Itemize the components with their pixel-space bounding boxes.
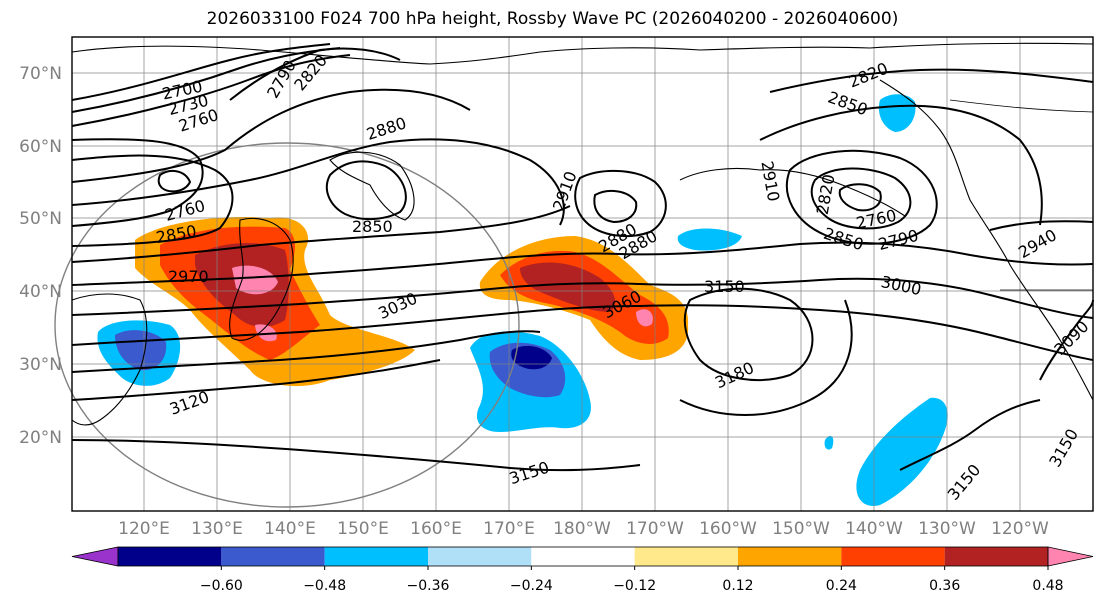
colorbar-segment xyxy=(118,547,222,566)
lon-tick-label: 120°W xyxy=(991,519,1049,539)
kamchatka-coast xyxy=(329,151,415,221)
negative-anomaly-east-pacific xyxy=(856,397,948,506)
lon-tick-label: 160°W xyxy=(699,519,757,539)
longitude-tick-labels: 120°E 130°E 140°E 150°E 160°E 170°E 180°W 170°W… xyxy=(118,519,1049,539)
negative-anomaly-subtropical-max xyxy=(511,345,552,370)
colorbar: −0.60 −0.48 −0.36 −0.24 −0.12 0.12 0.24 0.36 0.4… xyxy=(71,546,1094,594)
contour-label: 2850 xyxy=(352,217,393,236)
contour-3120 xyxy=(71,359,441,401)
contour-low-pacific-1 xyxy=(574,170,667,238)
plot-frame xyxy=(71,36,1094,512)
lon-tick-label: 120°E xyxy=(118,519,170,539)
colorbar-tick-label: −0.36 xyxy=(407,578,450,594)
height-contours xyxy=(71,43,1094,472)
contour-2940 xyxy=(989,220,1094,231)
positive-anomaly-pacific-peak xyxy=(636,309,653,327)
colorbar-tick-label: −0.48 xyxy=(303,578,346,594)
contour-3150-high xyxy=(683,287,814,381)
contour-2790-2 xyxy=(229,47,401,101)
contour-2730 xyxy=(71,47,341,113)
lat-tick-label: 70°N xyxy=(19,64,62,84)
contour-low-goa-3 xyxy=(838,183,882,212)
contour-3180 xyxy=(679,299,853,416)
lon-tick-label: 150°W xyxy=(772,519,830,539)
contour-3150-east xyxy=(899,399,1041,471)
positive-anomaly-asia-peak2 xyxy=(255,324,277,342)
coastlines xyxy=(71,42,1094,426)
contour-3090 xyxy=(71,330,541,373)
latitude-tick-labels: 70°N 60°N 50°N 40°N 30°N 20°N xyxy=(19,64,62,448)
colorbar-tick-label: 0.24 xyxy=(826,578,857,594)
colorbar-tick-label: 0.36 xyxy=(929,578,960,594)
aleutian-chain xyxy=(679,167,906,217)
colorbar-tick-label: −0.60 xyxy=(200,578,243,594)
lat-tick-label: 60°N xyxy=(19,137,62,157)
north-america-coast xyxy=(879,79,1094,401)
contour-label: 2970 xyxy=(168,267,209,286)
negative-anomaly-small xyxy=(824,435,834,450)
lon-tick-label: 150°E xyxy=(337,519,389,539)
colorbar-segment xyxy=(944,547,1048,566)
contour-3060 xyxy=(71,304,1094,361)
contour-3150-south xyxy=(71,439,641,472)
colorbar-segment xyxy=(634,547,738,566)
contour-2850-low xyxy=(325,160,407,220)
contour-2850-east xyxy=(759,104,1043,226)
lat-tick-label: 30°N xyxy=(19,355,62,375)
lon-tick-label: 160°E xyxy=(410,519,462,539)
lon-tick-label: 140°W xyxy=(845,519,903,539)
colorbar-segment xyxy=(841,547,945,566)
colorbar-extend-min xyxy=(71,546,119,567)
contour-low-goa-1 xyxy=(785,149,938,245)
lon-tick-label: 170°W xyxy=(626,519,684,539)
negative-anomaly-alaska xyxy=(878,94,916,132)
positive-anomaly-asia-peak xyxy=(232,265,278,295)
positive-anomaly-pacific-max xyxy=(520,262,616,312)
contour-label: 3150 xyxy=(704,277,745,296)
colorbar-outline xyxy=(117,546,1049,567)
contour-2700 xyxy=(71,43,331,101)
colorbar-tick-label: 0.12 xyxy=(722,578,753,594)
contour-3090-east xyxy=(1039,299,1094,381)
lon-tick-label: 140°E xyxy=(264,519,316,539)
contour-low-goa-2 xyxy=(810,167,912,230)
colorbar-segment xyxy=(324,547,428,566)
contour-3030 xyxy=(71,277,1094,319)
negative-anomaly-midpacific xyxy=(677,228,742,251)
colorbar-tick-label: −0.12 xyxy=(613,578,656,594)
colorbar-extend-max xyxy=(1047,546,1094,567)
lon-tick-label: 130°W xyxy=(918,519,976,539)
china-coast xyxy=(71,293,148,426)
lat-tick-label: 40°N xyxy=(19,282,62,302)
contour-2820-east xyxy=(769,68,1094,93)
lon-tick-label: 130°E xyxy=(191,519,243,539)
contour-2760-low xyxy=(71,138,204,227)
arctic-coast xyxy=(71,42,1094,65)
border-line-2 xyxy=(949,99,1094,113)
contour-low-pacific-2 xyxy=(593,189,638,224)
colorbar-tick-label: 0.48 xyxy=(1032,578,1063,594)
colorbar-segment xyxy=(428,547,532,566)
range-circle xyxy=(54,142,520,508)
lon-tick-label: 170°E xyxy=(483,519,535,539)
lat-tick-label: 20°N xyxy=(19,428,62,448)
contour-2760 xyxy=(71,54,351,127)
contour-2910 xyxy=(71,138,565,226)
contour-2970 xyxy=(71,205,571,263)
colorbar-segment xyxy=(738,547,842,566)
contour-2790 xyxy=(71,154,234,247)
colorbar-segment xyxy=(531,547,635,566)
contour-3000 xyxy=(71,241,1094,286)
colorbar-tick-label: −0.24 xyxy=(510,578,553,594)
lon-tick-label: 180°W xyxy=(553,519,611,539)
contour-low-center xyxy=(157,169,192,193)
colorbar-segment xyxy=(221,547,325,566)
contour-2880 xyxy=(71,88,471,183)
lat-tick-label: 50°N xyxy=(19,209,62,229)
map-title: 2026033100 F024 700 hPa height, Rossby W… xyxy=(206,9,899,29)
